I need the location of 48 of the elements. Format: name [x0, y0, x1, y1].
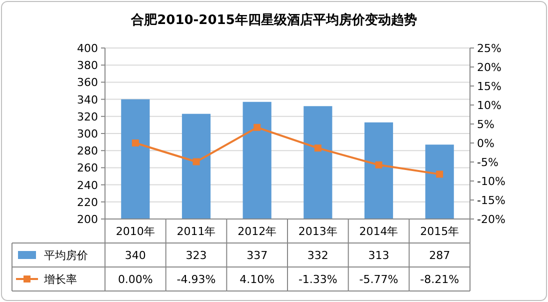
y2-tick-label: 5%: [477, 118, 494, 131]
y-tick-label: 200: [77, 213, 98, 226]
point: [192, 158, 200, 166]
y2-tick-label: -5%: [477, 156, 498, 169]
x-tick-label: 2010年: [116, 225, 155, 238]
y2-tick-label: 25%: [477, 42, 502, 55]
data-label: -4.93%: [176, 273, 216, 286]
y-tick-label: 380: [77, 59, 98, 72]
y2-tick-label: 10%: [477, 99, 502, 112]
data-label: 340: [124, 249, 146, 262]
point: [254, 124, 261, 131]
x-tick-label: 2011年: [176, 225, 216, 238]
y-tick-label: 220: [77, 196, 98, 209]
x-tick-label: 2012年: [238, 225, 277, 238]
y2-tick-label: 20%: [477, 61, 502, 74]
data-label: -5.77%: [359, 273, 398, 286]
x-tick-label: 2014年: [359, 225, 398, 238]
point: [132, 140, 139, 146]
point: [436, 170, 444, 178]
data-label: 332: [307, 249, 328, 262]
y-tick-label: 320: [77, 110, 98, 124]
data-label: 323: [186, 249, 207, 262]
chart-title: 合肥2010-2015年四星级酒店平均房价变动趋势: [130, 12, 417, 28]
data-label: -8.21%: [420, 273, 460, 286]
point: [314, 144, 322, 152]
data-label: 0.00%: [118, 273, 153, 286]
y-tick-label: 240: [77, 178, 98, 192]
x-tick-label: 2013年: [298, 225, 338, 238]
point: [375, 161, 382, 168]
legend-label: 平均房价: [44, 249, 88, 262]
y2-tick-label: 15%: [477, 80, 502, 93]
y2-tick-label: -10%: [477, 175, 506, 188]
y-tick-label: 400: [77, 42, 98, 55]
data-label: 4.10%: [240, 273, 275, 286]
y-tick-label: 280: [77, 144, 98, 158]
x-tick-label: 2015年: [420, 225, 460, 238]
legend-label: 增长率: [43, 273, 77, 286]
y-tick-label: 340: [77, 93, 98, 106]
y2-tick-label: -20%: [477, 213, 506, 226]
data-label: 313: [368, 249, 390, 262]
y-tick-label: 260: [77, 162, 98, 175]
data-label: 287: [429, 249, 450, 262]
y-tick-label: 300: [77, 128, 98, 140]
y2-tick-label: 0%: [477, 137, 494, 150]
data-label: 337: [246, 249, 268, 262]
y2-tick-label: -15%: [477, 194, 506, 207]
data-label: -1.33%: [298, 273, 338, 286]
y-tick-label: 360: [77, 76, 98, 90]
